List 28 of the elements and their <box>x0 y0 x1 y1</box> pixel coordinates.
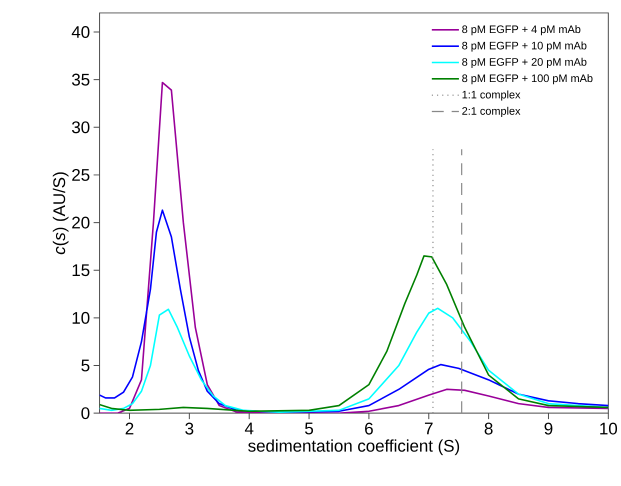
x-axis-title: sedimentation coefficient (S) <box>248 439 460 456</box>
line-series <box>100 255 608 412</box>
line-series <box>100 209 608 414</box>
x-tick-label: 4 <box>244 422 254 434</box>
y-tick-label: 20 <box>72 216 90 229</box>
legend-label: 1:1 complex <box>462 90 520 101</box>
y-axis-title: c(s) (AU/S) <box>52 172 69 254</box>
x-tick-label: 2 <box>126 422 134 434</box>
y-tick-label: 35 <box>72 74 90 86</box>
x-tick-label: 8 <box>484 422 493 435</box>
y-tick-label: 0 <box>81 407 90 420</box>
x-tick-label: 7 <box>424 422 433 434</box>
x-tick-label: 6 <box>365 422 373 435</box>
x-tick-label: 9 <box>544 422 552 435</box>
y-tick-label: 30 <box>72 121 90 134</box>
legend-label: 2:1 complex <box>462 106 520 118</box>
y-tick-label: 40 <box>72 26 90 38</box>
x-tick-label: 10 <box>600 422 618 435</box>
legend-label: 8 pM EGFP + 10 pM mAb <box>462 42 586 52</box>
y-tick-label: 15 <box>72 264 90 276</box>
legend-label: 8 pM EGFP + 20 pM mAb <box>462 58 586 68</box>
legend-label: 8 pM EGFP + 4 pM mAb <box>462 25 580 36</box>
y-tick-label: 25 <box>72 169 90 181</box>
x-tick-label: 5 <box>305 422 314 434</box>
y-tick-label: 5 <box>81 360 90 372</box>
y-tick-label: 10 <box>72 312 90 324</box>
x-tick-label: 3 <box>185 422 194 435</box>
legend-label: 8 pM EGFP + 100 pM mAb <box>462 74 593 84</box>
